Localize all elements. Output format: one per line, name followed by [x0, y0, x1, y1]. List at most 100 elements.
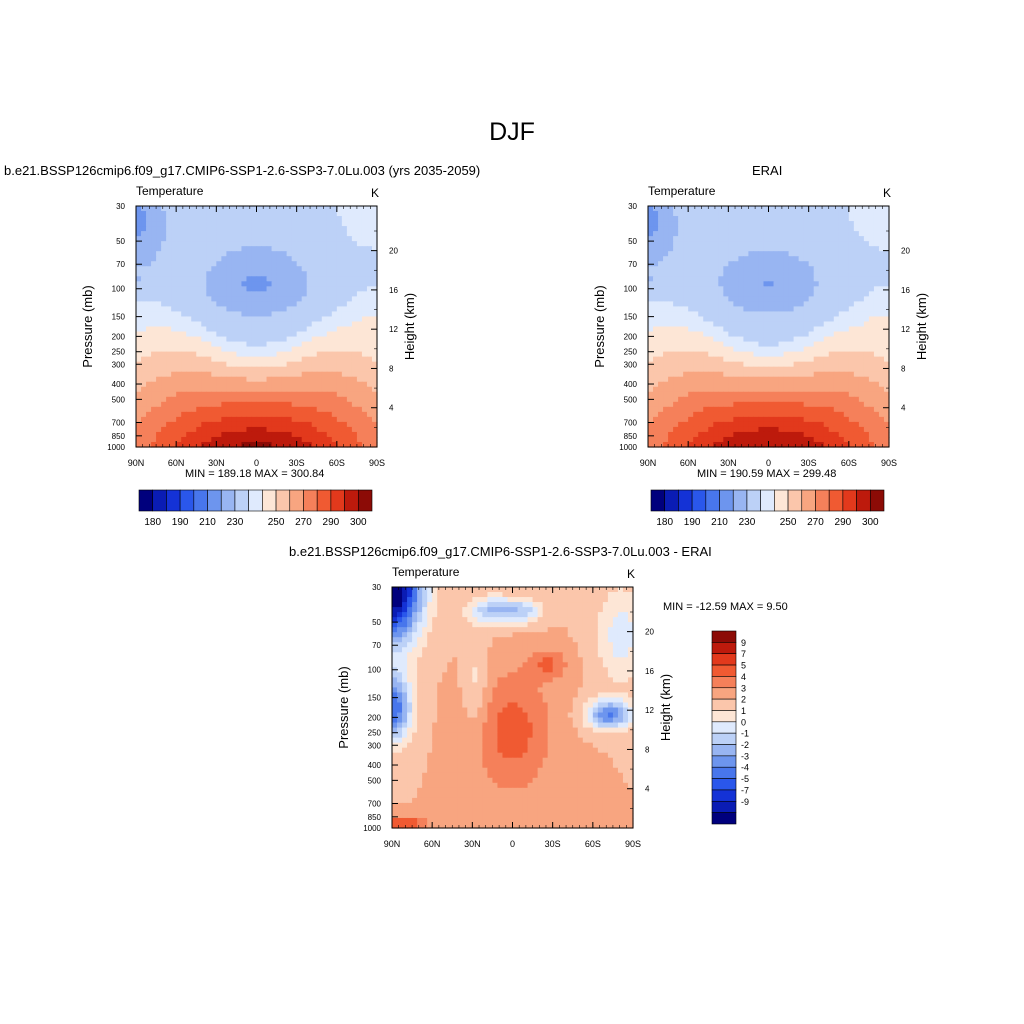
field-cell [793, 221, 800, 227]
field-cell [653, 421, 659, 428]
field-cell [663, 421, 669, 428]
field-cell [653, 301, 659, 308]
field-cell [407, 597, 413, 603]
field-cell [427, 587, 433, 593]
field-cell [261, 391, 268, 398]
field-cell [356, 256, 363, 262]
field-cell [683, 356, 689, 363]
field-cell [236, 241, 243, 247]
field-cell [226, 281, 232, 287]
field-cell [276, 416, 283, 423]
field-cell [351, 326, 358, 333]
field-cell [597, 607, 604, 613]
field-cell [773, 371, 780, 378]
field-cell [171, 271, 177, 277]
field-cell [311, 326, 318, 333]
field-cell [271, 271, 278, 277]
field-cell [221, 336, 227, 343]
field-cell [326, 351, 333, 358]
field-cell [793, 261, 800, 267]
field-cell [883, 356, 890, 363]
field-cell [648, 296, 654, 302]
field-cell [693, 221, 699, 227]
field-cell [718, 386, 724, 393]
field-cell [858, 406, 865, 413]
field-cell [286, 416, 293, 423]
field-cell [708, 231, 714, 237]
field-cell [156, 296, 162, 302]
field-cell [808, 241, 815, 247]
field-cell [868, 241, 875, 247]
field-cell [301, 341, 308, 348]
field-cell [818, 301, 825, 308]
field-cell [883, 216, 890, 222]
field-cell [331, 396, 338, 403]
field-cell [848, 271, 855, 277]
field-cell [713, 391, 719, 398]
field-cell [848, 396, 855, 403]
field-cell [848, 321, 855, 328]
field-cell [693, 276, 699, 282]
field-cell [713, 266, 719, 272]
field-cell [291, 401, 298, 408]
field-cell [151, 311, 157, 318]
field-cell [773, 406, 780, 413]
field-cell [773, 296, 780, 302]
field-cell [688, 436, 694, 443]
field-cell [156, 391, 162, 398]
field-cell [733, 366, 739, 373]
field-cell [668, 236, 674, 242]
field-cell [361, 421, 368, 428]
field-cell [171, 261, 177, 267]
field-cell [883, 416, 890, 423]
field-cell [366, 361, 373, 368]
field-cell [713, 236, 719, 242]
field-cell [838, 291, 845, 297]
field-cell [276, 441, 283, 448]
field-cell [151, 251, 157, 257]
field-cell [487, 592, 494, 598]
field-cell [176, 331, 182, 338]
field-cell [341, 331, 348, 338]
field-cell [216, 436, 222, 443]
field-cell [266, 436, 273, 443]
panel2-title: ERAI [752, 163, 783, 178]
field-cell [868, 421, 875, 428]
field-cell [833, 351, 840, 358]
field-cell [803, 256, 810, 262]
field-cell [422, 592, 428, 598]
field-cell [878, 416, 885, 423]
field-cell [442, 597, 448, 603]
field-cell [226, 296, 232, 302]
field-cell [336, 281, 343, 287]
field-cell [206, 271, 212, 277]
field-cell [171, 416, 177, 423]
field-cell [873, 346, 880, 353]
field-cell [838, 266, 845, 272]
field-cell [683, 326, 689, 333]
field-cell [316, 391, 323, 398]
field-cell [276, 246, 283, 252]
page-title: DJF [489, 118, 535, 146]
field-cell [813, 301, 820, 308]
field-cell [768, 356, 775, 363]
field-cell [196, 226, 202, 232]
field-cell [703, 441, 709, 448]
field-cell [723, 286, 729, 292]
field-cell [713, 356, 719, 363]
field-cell [648, 211, 654, 217]
field-cell [788, 376, 795, 383]
field-cell [567, 622, 574, 628]
field-cell [191, 301, 197, 308]
field-cell [146, 306, 152, 313]
field-cell [728, 366, 734, 373]
field-cell [351, 206, 358, 212]
field-cell [828, 341, 835, 348]
field-cell [482, 587, 488, 593]
field-cell [753, 336, 760, 343]
field-cell [713, 311, 719, 318]
field-cell [592, 607, 599, 613]
field-cell [562, 587, 569, 593]
field-cell [346, 281, 353, 287]
field-cell [241, 256, 248, 262]
